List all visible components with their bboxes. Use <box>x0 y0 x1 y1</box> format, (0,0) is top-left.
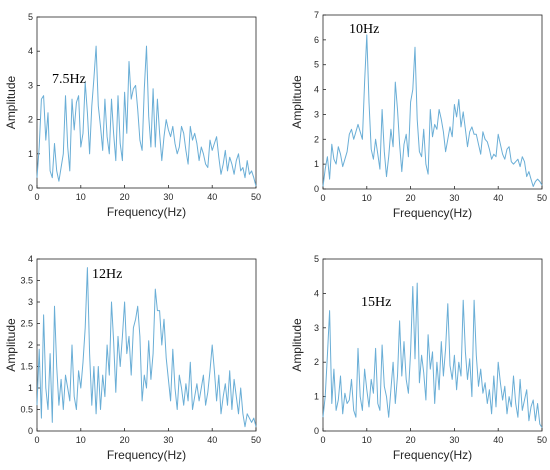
panel-10hz: 0 10 20 30 40 50 0 1 2 3 4 5 6 7 Frequency(Hz) Amplitud… <box>290 10 547 220</box>
spectrum-line <box>36 267 257 428</box>
x-tick-label: 30 <box>163 435 173 445</box>
x-tick-label: 0 <box>34 435 39 445</box>
panel-7-5hz: 0 10 20 30 40 50 0 1 2 3 4 5 Frequency(Hz) Amplitude 7… <box>4 12 261 219</box>
y-tick-label: 3 <box>28 80 33 90</box>
x-tick-label: 40 <box>493 435 503 445</box>
x-tick-label: 20 <box>120 435 130 445</box>
y-tick-label: 5 <box>314 254 319 264</box>
y-tick-label: 4 <box>314 288 319 298</box>
y-tick-label: 2 <box>314 134 319 144</box>
y-tick-label: 3.5 <box>20 276 33 286</box>
x-tick-label: 30 <box>449 435 459 445</box>
y-tick-label: 0 <box>314 184 319 194</box>
x-tick-label: 10 <box>76 435 86 445</box>
panel-annotation: 10Hz <box>349 22 379 37</box>
y-axis-label: Amplitude <box>290 318 304 372</box>
y-tick-label: 7 <box>314 10 319 20</box>
y-tick-label: 0 <box>28 426 33 436</box>
y-axis-label: Amplitude <box>290 75 304 129</box>
x-tick-label: 20 <box>406 435 416 445</box>
x-axis-label: Frequency(Hz) <box>107 448 186 462</box>
x-tick-label: 0 <box>320 193 325 203</box>
x-tick-label: 50 <box>251 435 261 445</box>
y-tick-label: 1.5 <box>20 362 33 372</box>
x-axis-label: Frequency(Hz) <box>393 206 472 220</box>
x-tick-label: 30 <box>449 193 459 203</box>
y-tick-label: 3 <box>314 109 319 119</box>
x-tick-label: 50 <box>537 193 547 203</box>
y-tick-label: 0 <box>314 426 319 436</box>
x-tick-label: 40 <box>207 435 217 445</box>
x-tick-label: 50 <box>537 435 547 445</box>
panel-annotation: 15Hz <box>361 295 391 310</box>
y-tick-label: 5 <box>28 12 33 22</box>
x-tick-label: 0 <box>34 192 39 202</box>
y-tick-label: 3 <box>314 323 319 333</box>
y-tick-label: 4 <box>28 254 33 264</box>
y-tick-label: 1 <box>28 149 33 159</box>
y-tick-label: 0 <box>28 183 33 193</box>
x-tick-label: 40 <box>207 192 217 202</box>
x-tick-label: 50 <box>251 192 261 202</box>
y-tick-label: 2 <box>28 340 33 350</box>
plot-frame <box>322 14 543 190</box>
y-tick-label: 6 <box>314 35 319 45</box>
x-tick-label: 30 <box>163 192 173 202</box>
y-tick-label: 1 <box>28 383 33 393</box>
y-tick-label: 2 <box>314 357 319 367</box>
panel-annotation: 7.5Hz <box>52 72 86 87</box>
x-tick-label: 10 <box>362 193 372 203</box>
x-tick-label: 20 <box>406 193 416 203</box>
y-tick-label: 3 <box>28 297 33 307</box>
spectrum-line <box>322 34 543 187</box>
y-tick-label: 0.5 <box>20 405 33 415</box>
x-tick-label: 10 <box>362 435 372 445</box>
y-axis-label: Amplitude <box>4 318 18 372</box>
plot-frame <box>36 258 257 432</box>
y-tick-label: 1 <box>314 392 319 402</box>
x-tick-label: 20 <box>120 192 130 202</box>
plot-frame <box>322 258 543 432</box>
plot-frame <box>36 16 257 189</box>
panel-annotation: 12Hz <box>92 267 122 282</box>
x-tick-label: 10 <box>76 192 86 202</box>
y-axis-label: Amplitude <box>4 76 18 130</box>
panel-12hz: 0 10 20 30 40 50 0 0.5 1 1.5 2 2.5 3 3.5 4 Frequency(Hz… <box>4 254 261 462</box>
spectrum-line <box>322 282 543 428</box>
y-tick-label: 2.5 <box>20 319 33 329</box>
y-tick-label: 5 <box>314 60 319 70</box>
spectrum-line <box>36 45 257 187</box>
x-tick-label: 40 <box>493 193 503 203</box>
y-tick-label: 2 <box>28 115 33 125</box>
y-tick-label: 4 <box>314 85 319 95</box>
x-axis-label: Frequency(Hz) <box>107 205 186 219</box>
panel-15hz: 0 10 20 30 40 50 0 1 2 3 4 5 Frequency(Hz) Amplitude 1… <box>290 254 547 462</box>
y-tick-label: 4 <box>28 46 33 56</box>
y-tick-label: 1 <box>314 159 319 169</box>
x-tick-label: 0 <box>320 435 325 445</box>
x-axis-label: Frequency(Hz) <box>393 448 472 462</box>
